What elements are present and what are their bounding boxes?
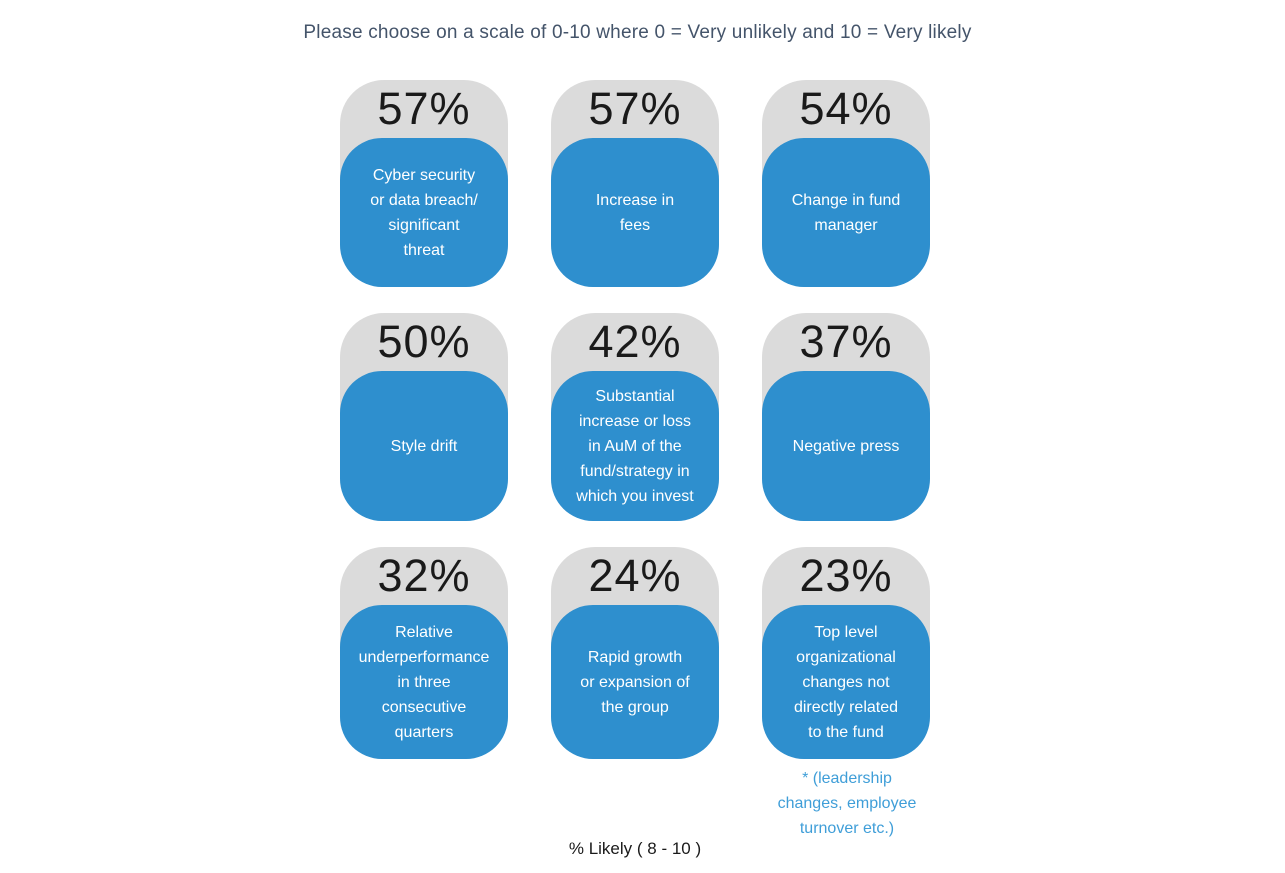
stat-percentage: 23% xyxy=(799,550,893,601)
stat-card-negative-press: 37% Negative press xyxy=(762,313,930,521)
stat-card-organizational-changes: 23% Top level organizational changes not… xyxy=(762,547,930,759)
stat-label: Top level organizational changes not dir… xyxy=(793,623,899,741)
stat-label: Change in fund manager xyxy=(791,191,901,234)
stat-percentage: 24% xyxy=(588,550,682,601)
stat-label-tile: Substantial increase or loss in AuM of t… xyxy=(551,371,719,521)
stat-label-tile: Rapid growth or expansion of the group xyxy=(551,605,719,759)
metric-note: % Likely ( 8 - 10 ) xyxy=(568,839,702,858)
stat-label-tile: Relative underperformance in three conse… xyxy=(340,605,508,759)
stat-percentage: 42% xyxy=(588,316,682,367)
stat-card-rapid-growth: 24% Rapid growth or expansion of the gro… xyxy=(551,547,719,759)
stat-percentage: 54% xyxy=(799,83,893,134)
stat-card-relative-underperformance: 32% Relative underperformance in three c… xyxy=(340,547,508,759)
stat-percentage: 32% xyxy=(377,550,471,601)
stat-label: Substantial increase or loss in AuM of t… xyxy=(576,387,694,505)
stat-label: Style drift xyxy=(390,437,458,455)
stat-card-style-drift: 50% Style drift xyxy=(340,313,508,521)
stat-label-tile: Change in fund manager xyxy=(762,138,930,287)
stat-percentage: 57% xyxy=(377,83,471,134)
stat-label-tile: Cyber security or data breach/ significa… xyxy=(340,138,508,287)
stat-label-tile: Negative press xyxy=(762,371,930,521)
stat-card-change-in-fund-manager: 54% Change in fund manager xyxy=(762,80,930,287)
chart-title: Please choose on a scale of 0-10 where 0… xyxy=(303,22,972,43)
stat-card-aum-change: 42% Substantial increase or loss in AuM … xyxy=(551,313,719,521)
stat-card-increase-in-fees: 57% Increase in fees xyxy=(551,80,719,287)
stat-grid: 57% Cyber security or data breach/ signi… xyxy=(340,80,930,759)
stat-label: Negative press xyxy=(792,437,900,455)
stat-label-tile: Increase in fees xyxy=(551,138,719,287)
stat-percentage: 50% xyxy=(377,316,471,367)
footnote: * (leadership changes, employee turnover… xyxy=(777,770,917,837)
stat-label: Cyber security or data breach/ significa… xyxy=(370,166,478,259)
stat-label-tile: Style drift xyxy=(340,371,508,521)
stat-label: Increase in fees xyxy=(595,191,675,234)
stat-percentage: 37% xyxy=(799,316,893,367)
stat-label: Rapid growth or expansion of the group xyxy=(580,648,690,716)
stat-label: Relative underperformance in three conse… xyxy=(358,623,490,741)
stat-card-cyber-security: 57% Cyber security or data breach/ signi… xyxy=(340,80,508,287)
stat-label-tile: Top level organizational changes not dir… xyxy=(762,605,930,759)
stat-percentage: 57% xyxy=(588,83,682,134)
